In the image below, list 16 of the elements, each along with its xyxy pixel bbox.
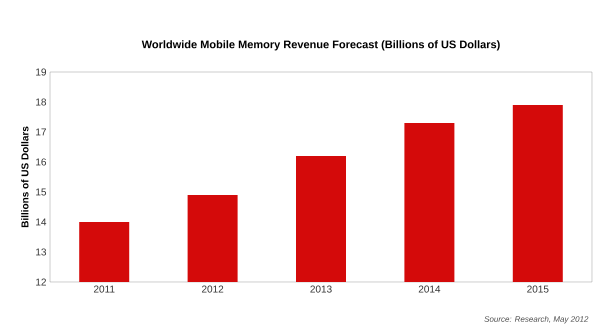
source-note: Source: Research, May 2012 [484,316,588,324]
x-tick-label: 2015 [527,286,548,293]
y-tick-label: 17 [36,128,46,136]
y-tick-label: 18 [36,98,46,106]
x-tick-label: 2012 [202,286,224,293]
y-tick-label: 12 [36,278,46,286]
chart-title: Worldwide Mobile Memory Revenue Forecast (Billions of US Dollars) [142,40,500,50]
y-tick-label: 15 [36,188,46,196]
y-tick-label: 14 [36,218,46,226]
y-tick-label: 16 [36,158,46,166]
x-tick-label: 2013 [310,286,332,293]
x-tick-label: 2014 [418,286,440,293]
y-axis-title: Billions of US Dollars [21,126,28,228]
y-tick-label: 13 [36,248,46,256]
y-tick-label: 19 [36,68,46,76]
x-tick-label: 2011 [94,286,114,293]
